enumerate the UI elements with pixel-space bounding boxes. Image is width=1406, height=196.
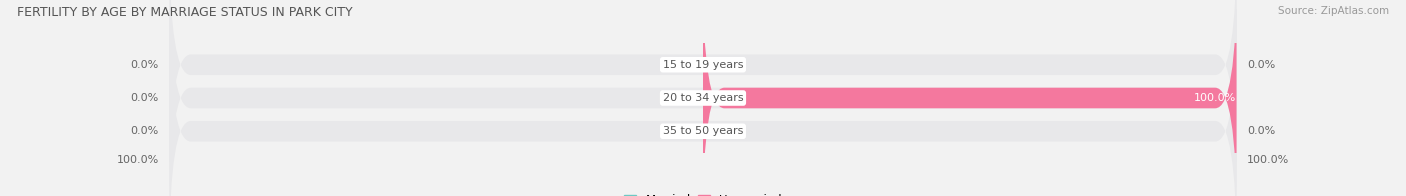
Text: 0.0%: 0.0% <box>131 93 159 103</box>
Text: 100.0%: 100.0% <box>1247 154 1289 165</box>
Text: 100.0%: 100.0% <box>117 154 159 165</box>
FancyBboxPatch shape <box>170 9 1236 196</box>
Text: 0.0%: 0.0% <box>131 126 159 136</box>
Text: 100.0%: 100.0% <box>1194 93 1236 103</box>
Text: 20 to 34 years: 20 to 34 years <box>662 93 744 103</box>
FancyBboxPatch shape <box>170 0 1236 187</box>
Text: FERTILITY BY AGE BY MARRIAGE STATUS IN PARK CITY: FERTILITY BY AGE BY MARRIAGE STATUS IN P… <box>17 6 353 19</box>
Text: Source: ZipAtlas.com: Source: ZipAtlas.com <box>1278 6 1389 16</box>
Text: 15 to 19 years: 15 to 19 years <box>662 60 744 70</box>
Text: 0.0%: 0.0% <box>1247 126 1275 136</box>
Text: 35 to 50 years: 35 to 50 years <box>662 126 744 136</box>
FancyBboxPatch shape <box>170 0 1236 196</box>
Legend: Married, Unmarried: Married, Unmarried <box>624 194 782 196</box>
Text: 0.0%: 0.0% <box>1247 60 1275 70</box>
FancyBboxPatch shape <box>703 0 1236 196</box>
Text: 0.0%: 0.0% <box>131 60 159 70</box>
